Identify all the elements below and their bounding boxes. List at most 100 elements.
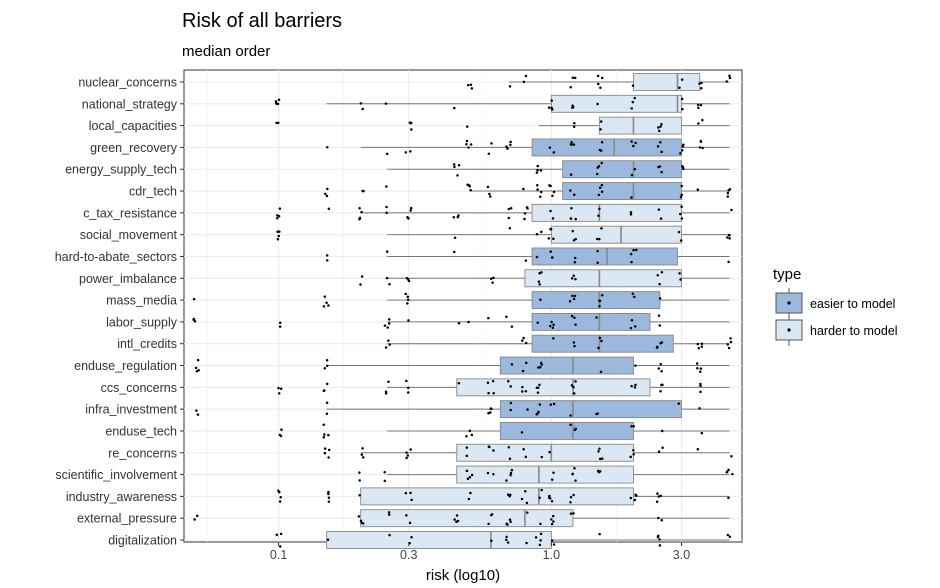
data-point [548, 184, 551, 187]
data-point [536, 188, 539, 191]
category-label: digitalization [108, 534, 177, 548]
data-point [536, 164, 539, 168]
data-point [571, 229, 575, 233]
data-point [700, 431, 704, 435]
data-point [632, 425, 636, 428]
data-point [506, 541, 510, 544]
box-iqr [531, 247, 678, 266]
data-point [631, 292, 635, 296]
data-point [568, 299, 572, 303]
data-point [678, 272, 681, 275]
box-iqr [499, 400, 682, 419]
data-point [538, 283, 541, 286]
data-point [492, 391, 495, 395]
data-point [195, 514, 199, 518]
data-point [525, 541, 528, 545]
data-point [453, 165, 456, 169]
data-point [657, 450, 661, 453]
x-tick-label: 1.0 [543, 548, 560, 562]
data-point [452, 215, 456, 219]
data-point [491, 379, 495, 383]
data-point [406, 302, 409, 305]
chart-subtitle: median order [182, 43, 271, 60]
data-point [598, 457, 602, 461]
data-point [322, 305, 326, 308]
data-point [409, 491, 412, 495]
data-point [658, 324, 662, 327]
data-point [539, 366, 542, 369]
data-point [574, 380, 577, 383]
category-label: green_recovery [90, 141, 178, 155]
data-point [548, 324, 552, 328]
data-point [570, 143, 574, 146]
legend-label-easier: easier to model [810, 297, 895, 311]
points [192, 74, 734, 548]
data-point [468, 429, 472, 433]
data-point [596, 82, 600, 86]
data-point [465, 454, 469, 458]
data-point [569, 189, 572, 192]
data-point [725, 80, 729, 83]
data-point [572, 274, 575, 277]
data-point [538, 496, 541, 500]
data-point [726, 533, 730, 537]
data-point [633, 386, 637, 389]
legend-key-harder [775, 315, 803, 346]
category-label: local_capacities [89, 119, 177, 133]
data-point [524, 74, 528, 78]
data-point [630, 319, 634, 322]
data-point [571, 104, 574, 107]
data-point [507, 207, 511, 211]
data-point [573, 316, 576, 320]
data-point [630, 173, 634, 177]
data-point [509, 206, 513, 210]
data-point [521, 339, 524, 342]
data-point [470, 433, 474, 437]
data-point [677, 230, 681, 234]
data-point [699, 367, 703, 370]
data-point [509, 471, 513, 475]
data-point [547, 106, 551, 109]
box-enduse_regulation [326, 356, 730, 375]
data-point [275, 533, 279, 536]
data-point [595, 412, 598, 416]
data-point [549, 250, 552, 253]
data-point [657, 208, 661, 211]
data-point [696, 447, 700, 451]
data-point [630, 424, 633, 428]
data-point [325, 412, 329, 415]
data-point [538, 403, 542, 406]
data-point [195, 409, 198, 412]
data-point [595, 172, 599, 176]
data-point [388, 533, 391, 537]
data-point [537, 410, 540, 414]
data-point [508, 85, 512, 88]
data-point [572, 193, 576, 196]
data-point [700, 345, 704, 348]
data-point [600, 76, 604, 80]
data-point [548, 494, 551, 498]
data-point [453, 518, 456, 521]
data-point [572, 392, 576, 395]
data-point [465, 125, 469, 128]
data-point [657, 367, 661, 370]
data-point [548, 146, 552, 149]
data-point [193, 320, 197, 323]
data-point [385, 276, 389, 280]
data-point [520, 431, 524, 434]
data-point [569, 512, 573, 515]
data-point [452, 163, 456, 166]
data-point [657, 126, 660, 129]
data-point [600, 141, 604, 144]
data-point [634, 493, 637, 496]
data-point [509, 140, 512, 144]
data-point [629, 455, 632, 459]
data-point [629, 210, 633, 214]
data-point [456, 174, 459, 177]
data-point [597, 193, 601, 197]
data-point [275, 217, 279, 220]
data-point [726, 343, 729, 346]
data-point [570, 384, 574, 387]
data-point [522, 336, 525, 340]
data-point [573, 344, 576, 348]
